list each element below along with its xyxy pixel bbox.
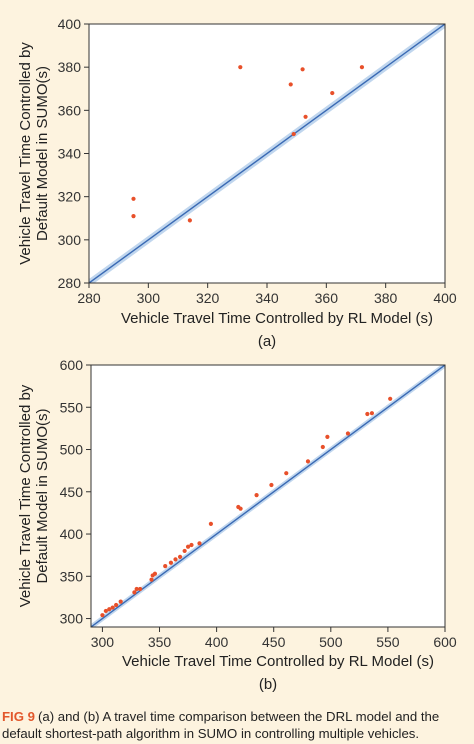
y-tick-label: 380 bbox=[58, 59, 82, 75]
data-point bbox=[118, 599, 123, 604]
reference-line bbox=[89, 24, 445, 283]
data-point bbox=[197, 541, 202, 546]
data-point bbox=[325, 434, 330, 439]
reference-line-group bbox=[91, 365, 445, 627]
x-axis-label: Vehicle Travel Time Controlled by RL Mod… bbox=[121, 310, 433, 327]
data-point bbox=[288, 82, 293, 87]
y-axis-label-line-2: Default Model in SUMO(s) bbox=[34, 66, 51, 241]
y-axis-label-line-1: Vehicle Travel Time Controlled by bbox=[17, 384, 34, 607]
data-point bbox=[208, 521, 214, 526]
y-axis-label-line-1: Vehicle Travel Time Controlled by bbox=[17, 42, 34, 265]
data-point bbox=[365, 411, 370, 417]
plot-frame bbox=[90, 364, 446, 628]
data-point bbox=[185, 544, 191, 549]
figure-label: FIG 9 bbox=[2, 709, 35, 724]
data-point bbox=[177, 554, 183, 559]
y-axis-label-line-2: Default Model in SUMO(s) bbox=[34, 408, 51, 583]
x-tick-label: 360 bbox=[315, 290, 339, 306]
data-point bbox=[100, 613, 105, 618]
data-point bbox=[107, 607, 112, 612]
y-tick-label: 600 bbox=[60, 357, 84, 373]
data-point bbox=[300, 67, 305, 72]
data-point bbox=[163, 564, 168, 569]
panel-label: (a) bbox=[258, 333, 276, 350]
x-tick-label: 350 bbox=[148, 634, 172, 650]
data-point bbox=[369, 411, 375, 416]
data-point bbox=[187, 218, 192, 223]
data-point bbox=[110, 605, 115, 610]
y-tick-label: 280 bbox=[58, 275, 82, 291]
data-point bbox=[305, 459, 311, 464]
data-point bbox=[238, 506, 243, 511]
figure-caption: FIG 9 (a) and (b) A travel time compariso… bbox=[2, 708, 472, 742]
data-point bbox=[345, 431, 351, 436]
caption-text: (a) and (b) A travel time comparison bet… bbox=[2, 709, 440, 741]
scatter-chart-a: 280 300 320 340 360 380 400 280 300 320 340 360 380 4… bbox=[17, 16, 457, 350]
data-point bbox=[330, 90, 335, 96]
data-point bbox=[254, 493, 259, 498]
reference-line-group bbox=[89, 24, 445, 283]
x-tick-label: 300 bbox=[137, 290, 161, 306]
y-tick-label: 300 bbox=[60, 611, 84, 627]
data-point bbox=[291, 131, 296, 137]
data-point bbox=[284, 471, 289, 476]
data-point bbox=[189, 542, 194, 548]
data-point bbox=[138, 586, 143, 592]
data-point bbox=[152, 571, 158, 576]
y-tick-label: 400 bbox=[60, 526, 84, 542]
x-tick-label: 400 bbox=[433, 290, 457, 306]
x-tick-label: 340 bbox=[255, 290, 279, 306]
data-point bbox=[132, 590, 137, 595]
y-tick-label: 360 bbox=[58, 102, 82, 118]
x-tick-label: 280 bbox=[77, 290, 101, 306]
y-tick-label: 350 bbox=[60, 568, 84, 584]
data-point bbox=[114, 602, 119, 608]
scatter-chart-b: 300 350 400 450 500 550 600 300 350 400 450 500 550 6… bbox=[17, 357, 457, 693]
x-tick-label: 380 bbox=[374, 290, 398, 306]
data-point bbox=[131, 196, 136, 201]
data-point bbox=[134, 586, 139, 592]
x-tick-label: 600 bbox=[433, 634, 457, 650]
y-tick-label: 450 bbox=[60, 484, 84, 500]
y-tick-label: 320 bbox=[58, 189, 82, 205]
y-tick-label: 500 bbox=[60, 442, 84, 458]
x-tick-label: 400 bbox=[205, 634, 229, 650]
y-tick-label: 550 bbox=[60, 399, 84, 415]
data-point bbox=[303, 114, 308, 119]
data-point bbox=[103, 608, 108, 614]
data-point bbox=[173, 557, 178, 562]
y-tick-label: 300 bbox=[58, 232, 82, 248]
data-point bbox=[131, 213, 136, 219]
data-point bbox=[168, 560, 174, 565]
x-tick-label: 500 bbox=[319, 634, 343, 650]
x-axis-label: Vehicle Travel Time Controlled by RL Mod… bbox=[122, 653, 434, 670]
data-point bbox=[149, 577, 154, 582]
y-tick-label: 400 bbox=[58, 16, 82, 32]
x-tick-label: 550 bbox=[376, 634, 400, 650]
data-point bbox=[238, 65, 243, 70]
panel-label: (b) bbox=[259, 676, 277, 693]
data-point bbox=[359, 65, 365, 70]
data-point bbox=[269, 482, 274, 488]
data-point bbox=[320, 444, 325, 450]
reference-line bbox=[91, 365, 445, 627]
x-tick-label: 320 bbox=[196, 290, 220, 306]
x-tick-label: 450 bbox=[262, 634, 286, 650]
y-tick-label: 340 bbox=[58, 146, 82, 162]
data-point bbox=[388, 396, 393, 401]
data-point bbox=[182, 548, 187, 554]
x-tick-label: 300 bbox=[91, 634, 115, 650]
